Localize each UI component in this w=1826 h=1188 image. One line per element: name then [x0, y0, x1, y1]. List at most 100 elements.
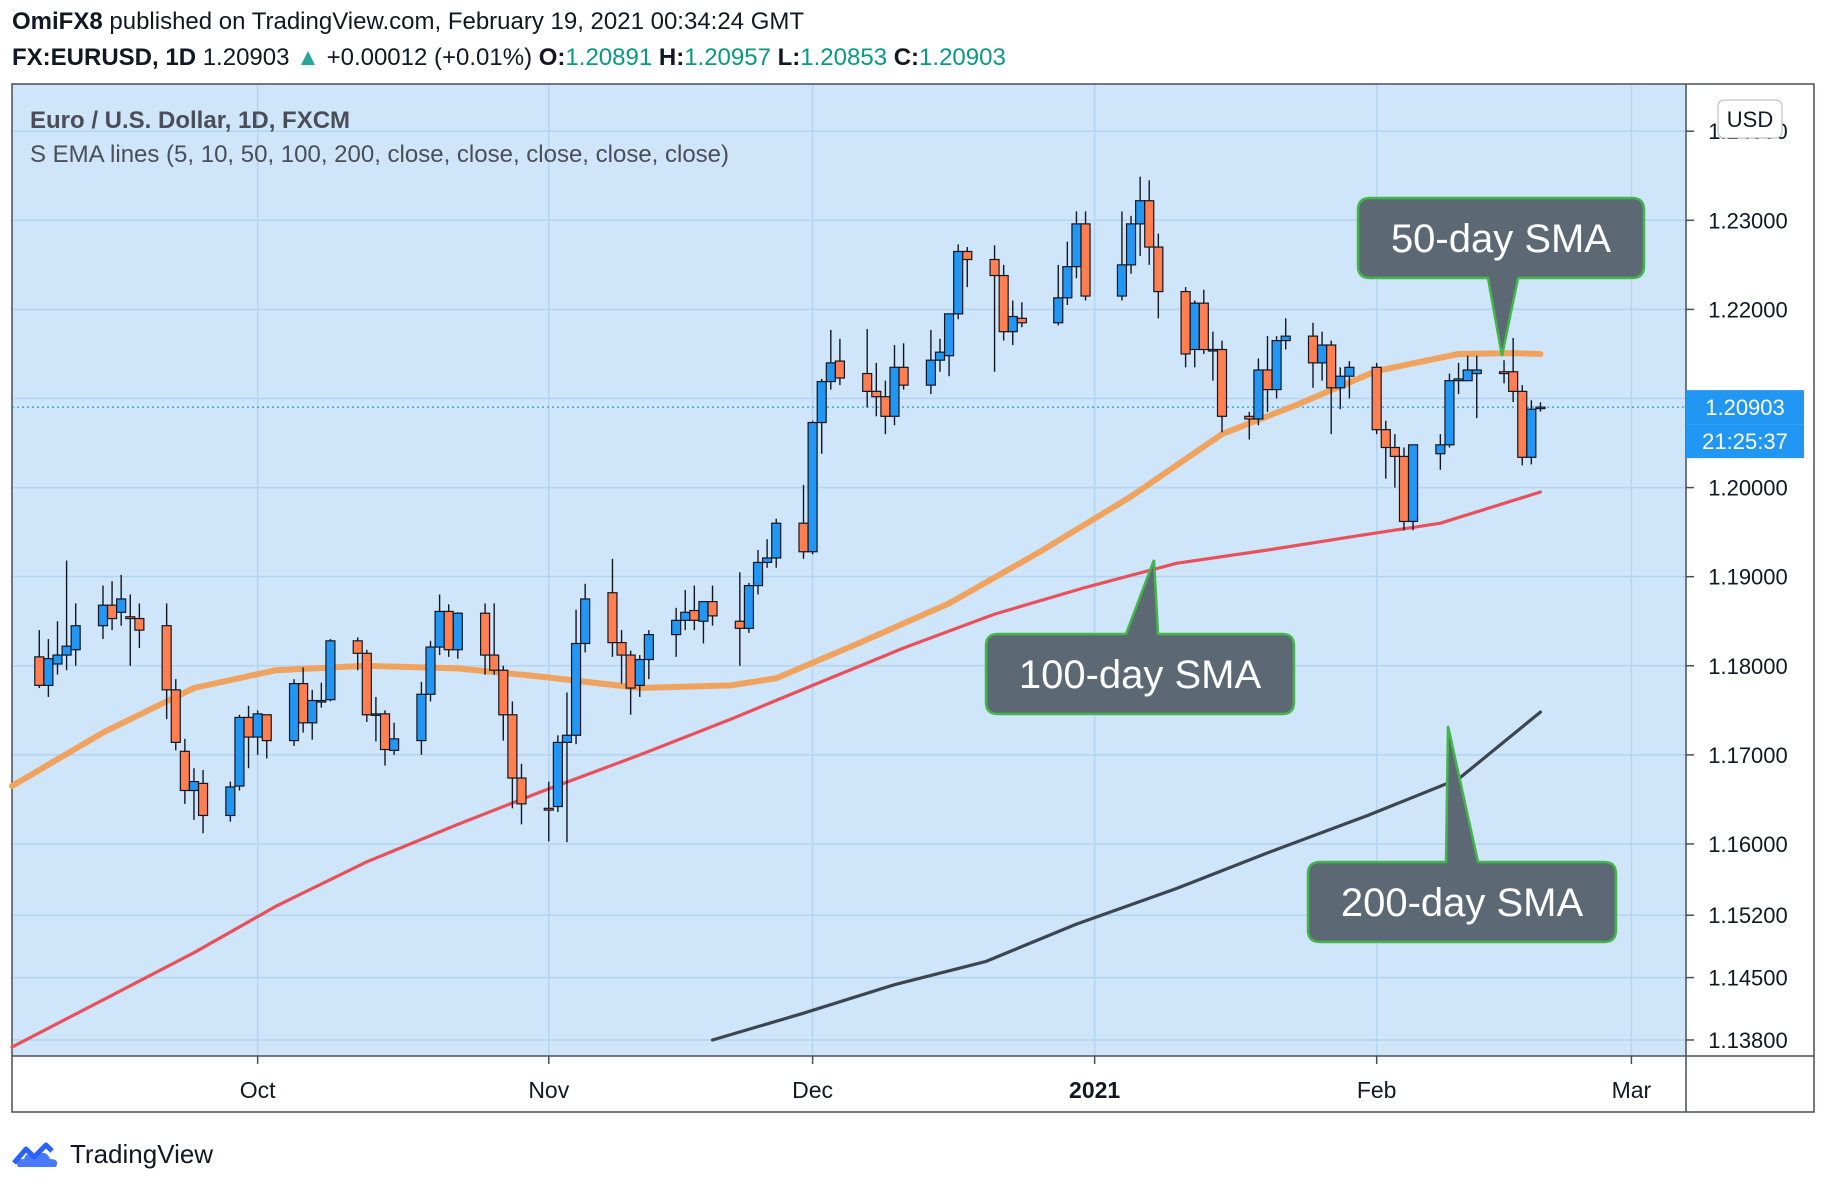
candle-body-up	[434, 610, 445, 648]
candle	[261, 714, 272, 759]
publisher-name[interactable]: OmiFX8	[12, 8, 103, 35]
candles	[34, 176, 1546, 843]
symbol-label[interactable]: FX:EURUSD, 1D	[12, 44, 197, 71]
candle-body-down	[625, 654, 636, 689]
candle	[898, 343, 909, 390]
candle-body-up	[52, 654, 63, 665]
candle-body-up	[698, 601, 709, 622]
currency-label: USD	[1727, 107, 1773, 132]
candle	[479, 603, 491, 675]
callout-100-shape	[984, 559, 1296, 716]
candle	[1407, 444, 1419, 531]
candle-body-down	[989, 258, 1000, 277]
candle-body-up	[288, 682, 300, 742]
candle-body-down	[734, 620, 745, 629]
candle-body-down	[1389, 446, 1400, 458]
candle	[443, 604, 454, 657]
candle-body-down	[1326, 344, 1337, 389]
candle-body-up	[643, 633, 654, 661]
candle	[452, 612, 463, 659]
candle	[1053, 264, 1064, 326]
time-tick-label: Dec	[792, 1077, 833, 1103]
candle	[570, 609, 582, 745]
sma-lines	[9, 350, 1544, 1049]
candle-body-up	[1453, 378, 1464, 382]
candle-body-up	[580, 598, 591, 645]
candle	[288, 679, 300, 746]
candle	[1508, 337, 1519, 403]
candle	[516, 763, 527, 825]
candle-body-down	[1262, 369, 1273, 391]
up-arrow-icon: ▲	[296, 44, 320, 71]
price-tick-label: 1.17000	[1708, 743, 1788, 768]
candle-body-up	[252, 713, 263, 738]
candle-body-up	[61, 645, 72, 656]
candle	[316, 682, 327, 708]
candle	[1444, 373, 1455, 448]
candle	[616, 630, 627, 684]
candle	[1335, 367, 1346, 410]
candle	[116, 574, 127, 626]
candle-body-down	[161, 625, 172, 691]
price-tick-label: 1.23000	[1708, 208, 1788, 233]
tradingview-logo-icon[interactable]	[12, 1139, 62, 1169]
candle	[1062, 241, 1073, 305]
candle-body-down	[170, 689, 181, 743]
last-price: 1.20903	[202, 44, 290, 71]
candle	[70, 603, 81, 666]
candle-body-down	[443, 610, 454, 651]
candle	[61, 560, 72, 671]
candle-body-down	[1016, 317, 1027, 324]
candle	[862, 329, 873, 408]
candle-body-up	[1435, 444, 1446, 455]
candle-body-down	[798, 522, 809, 553]
candle-body-up	[70, 625, 81, 651]
candle-body-up	[953, 250, 964, 315]
candle-body-up	[561, 734, 573, 743]
candle	[834, 338, 846, 386]
candle	[1380, 420, 1391, 479]
candle	[552, 735, 563, 812]
price-axis[interactable]: 1.240001.230001.220001.210001.200001.190…	[1686, 119, 1788, 1053]
price-change: +0.00012 (+0.01%)	[326, 44, 533, 71]
price-tags: 1.20903 21:25:37	[1686, 390, 1804, 459]
candle-body-down	[361, 652, 372, 716]
candle-body-down	[1198, 302, 1209, 351]
candle	[352, 637, 363, 671]
candle	[1153, 233, 1164, 319]
price-tick-label: 1.19000	[1708, 565, 1788, 590]
currency-button[interactable]: USD	[1717, 99, 1783, 139]
time-axis[interactable]: Oct Nov Dec 2021 Feb Mar	[240, 1056, 1652, 1103]
candle	[43, 639, 54, 697]
low-label: L:	[777, 44, 801, 71]
countdown-tag: 21:25:37	[1702, 429, 1788, 454]
candle	[943, 313, 955, 377]
candle	[379, 710, 391, 766]
candle-body-down	[498, 669, 509, 716]
candle-body-down	[1508, 371, 1519, 392]
high-label: H:	[658, 44, 685, 71]
candle-body-up	[934, 351, 946, 361]
candle-body-up	[743, 584, 755, 629]
footer-brand[interactable]: TradingView	[70, 1138, 214, 1169]
candle-body-down	[1216, 348, 1228, 417]
candle	[1371, 362, 1382, 435]
candle-body-up	[816, 380, 827, 424]
candle-body-down	[543, 807, 554, 811]
open-label: O:	[538, 44, 566, 71]
candle	[1125, 215, 1137, 274]
time-tick-label: Oct	[240, 1077, 276, 1103]
candle-body-down	[616, 642, 627, 656]
candle	[1535, 402, 1546, 412]
candle-body-up	[1116, 264, 1128, 297]
price-tick-label: 1.14500	[1708, 966, 1788, 991]
candle	[743, 582, 755, 633]
candle-body-down	[479, 612, 491, 656]
candle	[1517, 385, 1528, 466]
candle-body-down	[607, 592, 618, 644]
candle	[1526, 400, 1537, 465]
candle-body-up	[1053, 297, 1064, 324]
candle	[1344, 361, 1355, 399]
candle	[989, 245, 1000, 372]
